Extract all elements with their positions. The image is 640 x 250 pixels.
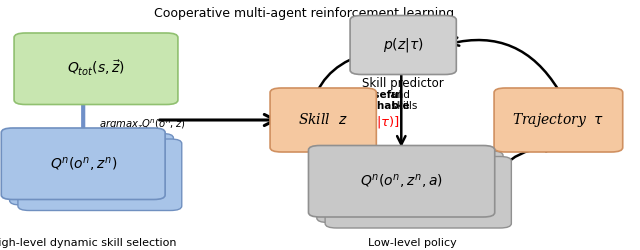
- Text: and: and: [387, 90, 410, 100]
- Text: distinguishable: distinguishable: [320, 101, 411, 111]
- Text: useful: useful: [366, 90, 403, 100]
- Text: High-level dynamic skill selection: High-level dynamic skill selection: [0, 238, 177, 248]
- Text: Skill  $z$: Skill $z$: [298, 112, 348, 128]
- Text: Cooperative multi-agent reinforcement learning: Cooperative multi-agent reinforcement le…: [154, 8, 454, 20]
- FancyBboxPatch shape: [18, 139, 182, 210]
- FancyBboxPatch shape: [1, 128, 165, 200]
- FancyBboxPatch shape: [270, 88, 376, 152]
- Text: Skill predictor: Skill predictor: [362, 78, 444, 90]
- Text: Reward for: Reward for: [320, 90, 380, 100]
- FancyBboxPatch shape: [10, 134, 173, 205]
- Text: Trajectory  $\tau$: Trajectory $\tau$: [513, 111, 604, 129]
- Text: Low-level policy: Low-level policy: [369, 238, 457, 248]
- FancyBboxPatch shape: [317, 151, 503, 222]
- FancyBboxPatch shape: [308, 146, 495, 217]
- Text: $Q^n(o^n, z^n, a)$: $Q^n(o^n, z^n, a)$: [360, 172, 443, 190]
- FancyBboxPatch shape: [350, 16, 456, 74]
- Text: $Q_{tot}(s,\vec{z})$: $Q_{tot}(s,\vec{z})$: [67, 59, 125, 78]
- FancyBboxPatch shape: [14, 33, 178, 104]
- FancyBboxPatch shape: [325, 156, 511, 228]
- Text: $E_{\pi}[p(z|\tau)]$: $E_{\pi}[p(z|\tau)]$: [336, 114, 400, 131]
- Text: skills: skills: [388, 101, 418, 111]
- Text: $Q^n(o^n, z^n)$: $Q^n(o^n, z^n)$: [49, 155, 117, 173]
- FancyBboxPatch shape: [494, 88, 623, 152]
- Text: $p(z|\tau)$: $p(z|\tau)$: [383, 36, 424, 54]
- Text: $argmax_zQ^n(o^n,z)$: $argmax_zQ^n(o^n,z)$: [99, 118, 186, 132]
